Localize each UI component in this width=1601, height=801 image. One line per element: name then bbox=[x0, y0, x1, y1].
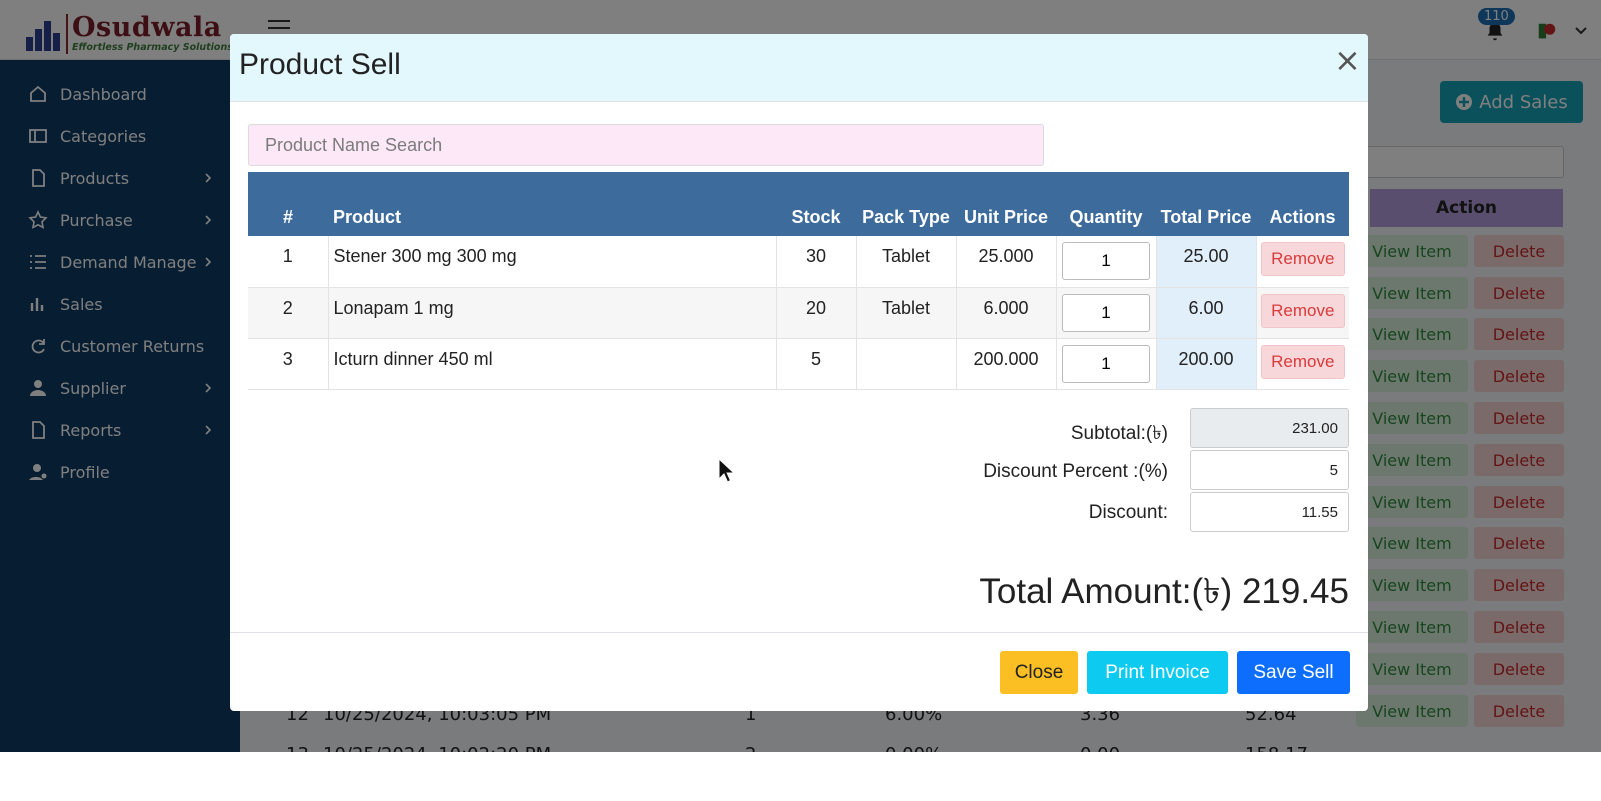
product-name: Stener 300 mg 300 mg bbox=[328, 236, 777, 288]
row-number: 2 bbox=[248, 287, 329, 339]
close-button[interactable]: Close bbox=[1000, 651, 1078, 694]
column-header: Quantity bbox=[1056, 172, 1156, 236]
column-header: Total Price bbox=[1156, 172, 1256, 236]
modal-title: Product Sell bbox=[239, 48, 401, 81]
total-price: 6.00 bbox=[1156, 287, 1257, 339]
product-name: Icturn dinner 450 ml bbox=[328, 338, 777, 390]
close-icon[interactable]: × bbox=[1334, 41, 1361, 79]
page-bottom bbox=[0, 752, 1601, 801]
column-header: Product bbox=[328, 172, 776, 236]
row-number: 3 bbox=[248, 338, 329, 390]
column-header: Actions bbox=[1256, 172, 1349, 236]
discount-percent-label: Discount Percent :(%) bbox=[983, 461, 1168, 482]
stock-value: 5 bbox=[776, 338, 857, 390]
pack-type bbox=[856, 338, 957, 390]
unit-price: 6.000 bbox=[956, 287, 1057, 339]
total-price: 200.00 bbox=[1156, 338, 1257, 390]
quantity-input[interactable] bbox=[1062, 344, 1150, 383]
column-header: Pack Type bbox=[856, 172, 956, 236]
save-sell-button[interactable]: Save Sell bbox=[1237, 651, 1350, 694]
pack-type: Tablet bbox=[856, 287, 957, 339]
total-amount: Total Amount:(৳) 219.45 bbox=[979, 572, 1349, 611]
sell-items-table: # Product Stock Pack Type Unit Price Qua… bbox=[248, 172, 1349, 390]
discount-percent-input[interactable]: 5 bbox=[1190, 450, 1349, 490]
discount-input[interactable]: 11.55 bbox=[1190, 492, 1349, 532]
quantity-input[interactable] bbox=[1062, 242, 1150, 280]
pack-type: Tablet bbox=[856, 236, 957, 288]
remove-button[interactable]: Remove bbox=[1260, 293, 1345, 328]
product-sell-modal: Product Sell × # Product Stock Pack Type… bbox=[230, 34, 1368, 711]
table-row: 2 Lonapam 1 mg 20 Tablet 6.000 6.00 Remo… bbox=[248, 287, 1349, 339]
column-header: Unit Price bbox=[956, 172, 1056, 236]
column-header: # bbox=[248, 172, 328, 236]
unit-price: 200.000 bbox=[956, 338, 1057, 390]
modal-footer: Close Print Invoice Save Sell bbox=[230, 632, 1368, 711]
product-search-input[interactable] bbox=[248, 124, 1044, 166]
stock-value: 20 bbox=[776, 287, 857, 339]
mouse-cursor-icon bbox=[718, 458, 734, 483]
modal-header: Product Sell × bbox=[230, 34, 1368, 102]
total-price: 25.00 bbox=[1156, 236, 1257, 288]
table-row: 3 Icturn dinner 450 ml 5 200.000 200.00 … bbox=[248, 338, 1349, 390]
column-header: Stock bbox=[776, 172, 856, 236]
table-row: 1 Stener 300 mg 300 mg 30 Tablet 25.000 … bbox=[248, 236, 1349, 288]
row-number: 1 bbox=[248, 236, 329, 288]
remove-button[interactable]: Remove bbox=[1260, 242, 1345, 276]
subtotal-field: 231.00 bbox=[1190, 408, 1349, 448]
table-header-row: # Product Stock Pack Type Unit Price Qua… bbox=[248, 172, 1349, 236]
remove-button[interactable]: Remove bbox=[1260, 344, 1345, 379]
subtotal-label: Subtotal:(৳) bbox=[1070, 423, 1168, 444]
unit-price: 25.000 bbox=[956, 236, 1057, 288]
quantity-input[interactable] bbox=[1062, 293, 1150, 332]
discount-label: Discount: bbox=[1088, 502, 1168, 523]
product-name: Lonapam 1 mg bbox=[328, 287, 777, 339]
stock-value: 30 bbox=[776, 236, 857, 288]
print-invoice-button[interactable]: Print Invoice bbox=[1087, 651, 1228, 694]
